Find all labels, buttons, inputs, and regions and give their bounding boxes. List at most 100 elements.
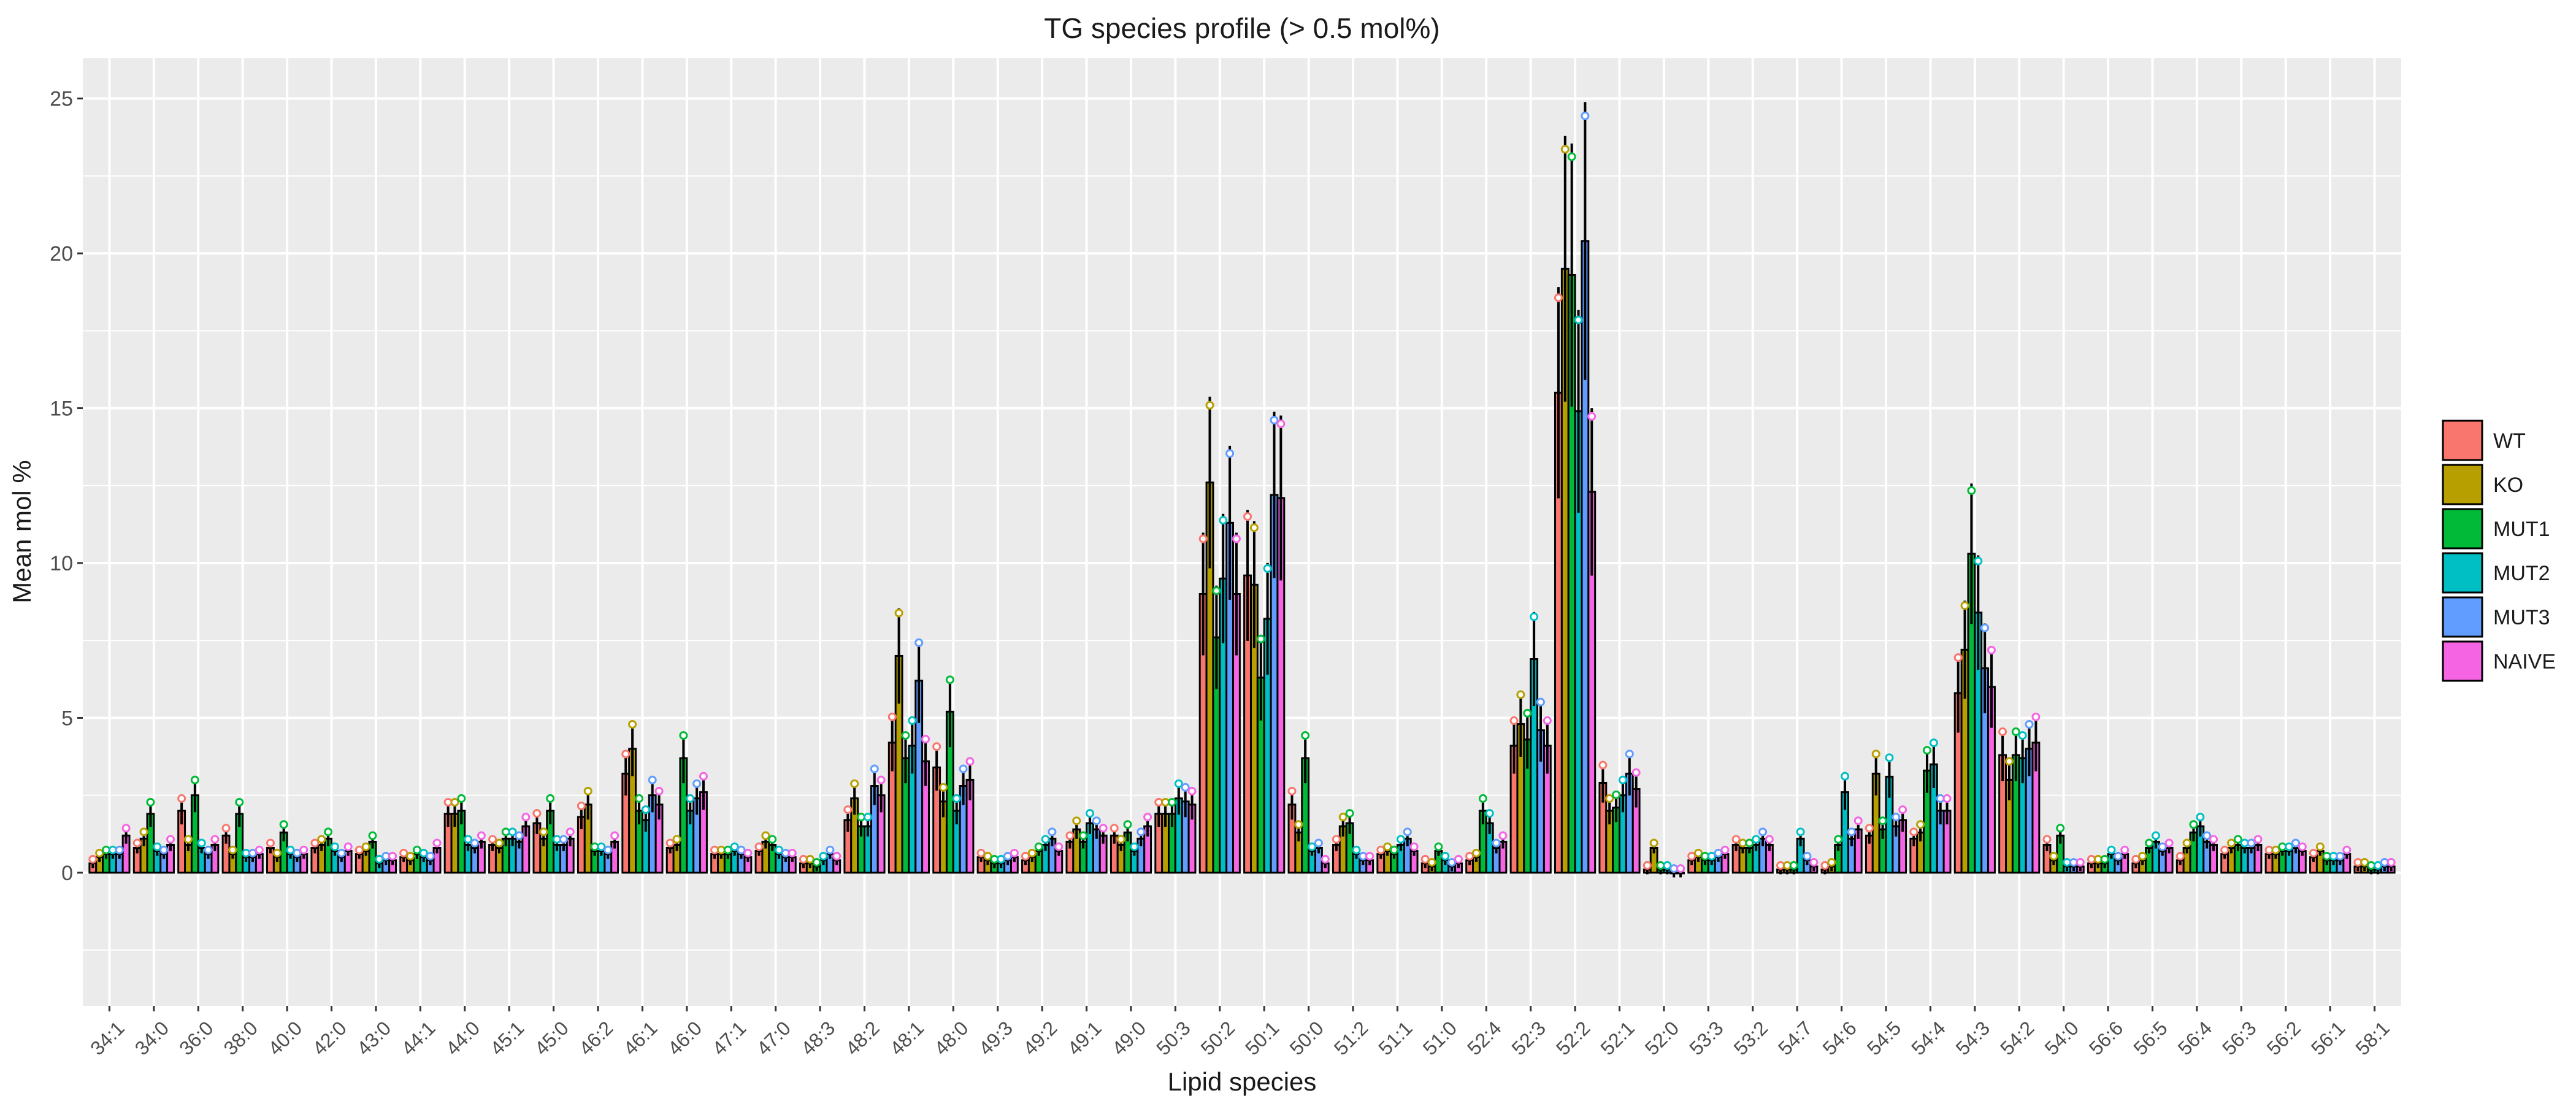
x-tick-label: 50:3 [1152,1017,1194,1059]
data-point [634,794,643,803]
data-point [1403,827,1412,837]
data-point [781,848,790,857]
x-tick-label: 49:3 [975,1017,1017,1059]
data-point [1390,845,1399,854]
data-point [419,848,428,857]
data-point [546,794,555,803]
data-point [1587,412,1597,421]
data-point [1936,794,1945,803]
data-point [1345,809,1354,818]
data-point [1853,816,1863,826]
data-point [255,845,264,854]
data-point [539,827,548,837]
x-tick-label: 43:0 [353,1017,395,1059]
data-point [1123,820,1132,829]
data-point [819,851,828,861]
data-point [1953,653,1963,662]
data-point [95,848,104,857]
data-point [2093,854,2103,864]
data-point [272,848,282,857]
data-point [1314,838,1323,848]
data-point [1301,731,1310,740]
x-tick-label: 54:5 [1863,1017,1905,1059]
x-tick-label: 47:1 [708,1017,750,1059]
x-tick-label: 45:1 [486,1017,528,1059]
data-point [2342,845,2352,854]
data-point [2336,851,2345,861]
x-tick-label: 51:0 [1419,1017,1461,1059]
data-point [2069,857,2078,867]
data-point [2189,820,2198,829]
x-tick-label: 48:1 [886,1017,928,1059]
data-point [1574,315,1583,324]
data-point [1143,813,1152,822]
data-point [488,835,497,844]
data-point [1065,831,1075,840]
data-point [1598,761,1608,770]
data-point [1376,845,1386,854]
data-point [1187,786,1197,795]
data-point [628,719,637,729]
data-point [1916,820,1925,829]
x-tick-label: 42:0 [308,1017,350,1059]
data-point [1034,842,1043,851]
x-tick-label: 40:0 [264,1017,306,1059]
data-point [153,842,162,851]
data-point [2018,731,2027,740]
legend-key-wt [2442,420,2483,461]
data-point [2264,845,2274,854]
data-point [2373,861,2382,870]
data-point [1509,716,1519,725]
x-tick-label: 45:0 [530,1017,572,1059]
bars [88,102,2396,878]
data-point [166,835,175,844]
data-point [2107,845,2116,854]
x-tick-label: 52:1 [1596,1017,1638,1059]
data-point [361,842,370,851]
data-point [1543,716,1552,725]
data-point [2278,842,2287,851]
x-tick-label: 56:6 [2085,1017,2127,1059]
data-point [457,794,466,803]
data-point [2114,851,2123,861]
data-point [2233,835,2242,844]
data-point [932,742,941,751]
data-point [1212,586,1221,596]
data-point [2202,831,2212,840]
data-point [2380,857,2389,867]
x-tick-label: 54:3 [1952,1017,1994,1059]
data-point [1827,857,1836,867]
data-point [768,835,777,844]
x-tick-label: 44:1 [397,1017,439,1059]
data-point [1700,851,1709,861]
data-point [1465,851,1474,861]
x-tick-label: 38:0 [220,1017,262,1059]
data-point [2138,851,2147,861]
data-point [959,764,968,773]
x-tick-label: 52:0 [1641,1017,1683,1059]
data-point [1010,848,1019,857]
data-point [310,838,320,848]
x-tick-label: 50:0 [1285,1017,1327,1059]
data-point [1110,824,1119,833]
x-tick-label: 56:3 [2218,1017,2260,1059]
y-axis-ticks: 0 5 10 15 20 25 [50,88,83,885]
data-point [1782,861,1792,870]
data-point [2367,861,2376,870]
data-point [1454,854,1463,864]
data-point [210,835,220,844]
data-point [1498,831,1508,840]
data-point [1174,779,1183,788]
data-point [805,854,815,864]
x-tick-label: 54:2 [1996,1017,2038,1059]
data-point [432,838,442,848]
data-point [183,835,193,844]
data-point [1523,708,1532,718]
data-point [343,842,353,851]
data-point [1161,797,1170,807]
data-point [2196,813,2205,822]
data-point [1249,523,1259,532]
data-point [1321,854,1330,864]
data-point [1967,486,1976,495]
data-point [2253,835,2263,844]
